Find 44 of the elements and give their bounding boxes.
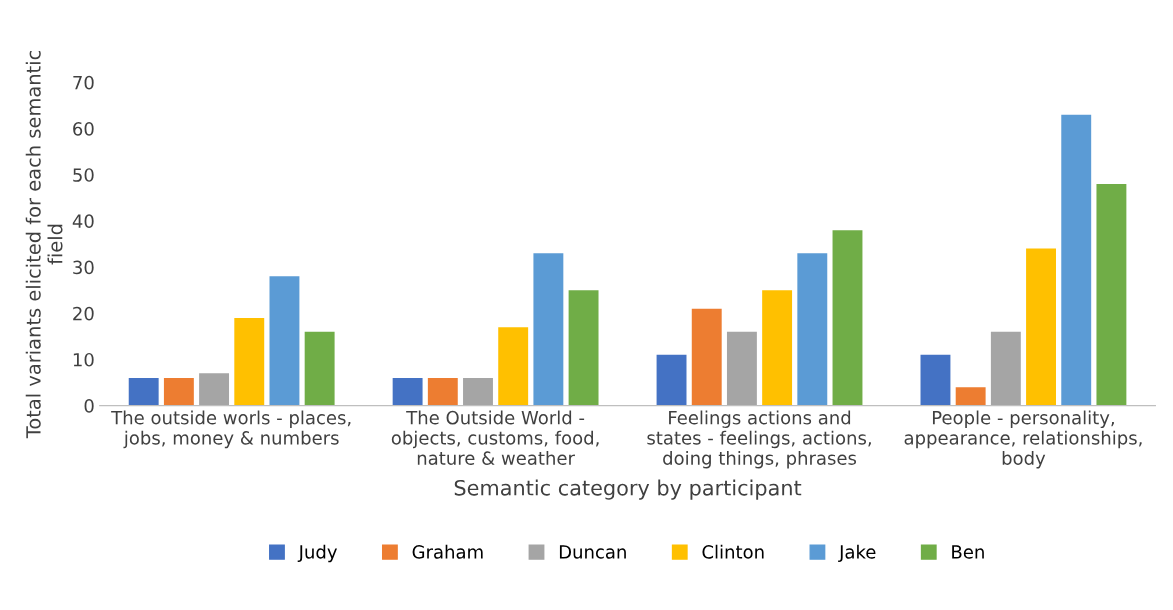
y-tick-label: 50 (73, 168, 94, 182)
x-tick-label: Feelings actions and states - feelings, actions, doing things, phrases (647, 410, 871, 469)
legend-label: Graham (412, 544, 483, 559)
bar (656, 354, 687, 406)
legend-label: Duncan (559, 545, 626, 559)
bar (234, 317, 265, 406)
bar (762, 290, 793, 406)
legend-label: Ben (952, 545, 984, 559)
y-tick-label: 30 (73, 260, 94, 275)
bar (568, 290, 599, 406)
legend-label: Clinton (702, 544, 764, 559)
bar (269, 276, 300, 406)
x-tick-label: The Outside World - objects, customs, food, nature & weather (391, 410, 599, 465)
bar (1096, 183, 1127, 406)
bar (955, 387, 986, 406)
bar (463, 377, 493, 406)
y-tick-label: 60 (73, 121, 94, 136)
y-tick-label: 0 (84, 399, 94, 413)
bar (691, 308, 722, 406)
bar (920, 354, 951, 406)
bar (427, 377, 458, 406)
bar (726, 331, 757, 406)
bar (1061, 114, 1092, 406)
legend-label: Judy (297, 544, 337, 563)
bar (392, 377, 423, 406)
y-tick-label: 20 (73, 306, 94, 321)
bar (990, 331, 1021, 406)
bar (1026, 248, 1056, 406)
bar (832, 230, 863, 406)
bar (797, 253, 828, 406)
bar (304, 331, 335, 406)
x-tick-label: People - personality, appearance, relationships, body (904, 410, 1142, 469)
bar (533, 253, 564, 406)
bar (498, 327, 529, 406)
legend-label: Jake (838, 544, 876, 563)
y-tick-label: 10 (73, 352, 94, 367)
x-tick-label: The outside worls - places, jobs, money & numbers (111, 410, 351, 449)
bar (199, 373, 230, 406)
y-axis-title: Total variants elicited for each semantic field (25, 50, 63, 439)
y-tick-label: 70 (73, 75, 94, 90)
bar (128, 377, 159, 406)
y-tick-label: 40 (72, 214, 94, 229)
bar (163, 377, 194, 406)
x-axis-title: Semantic category by participant (454, 479, 802, 500)
